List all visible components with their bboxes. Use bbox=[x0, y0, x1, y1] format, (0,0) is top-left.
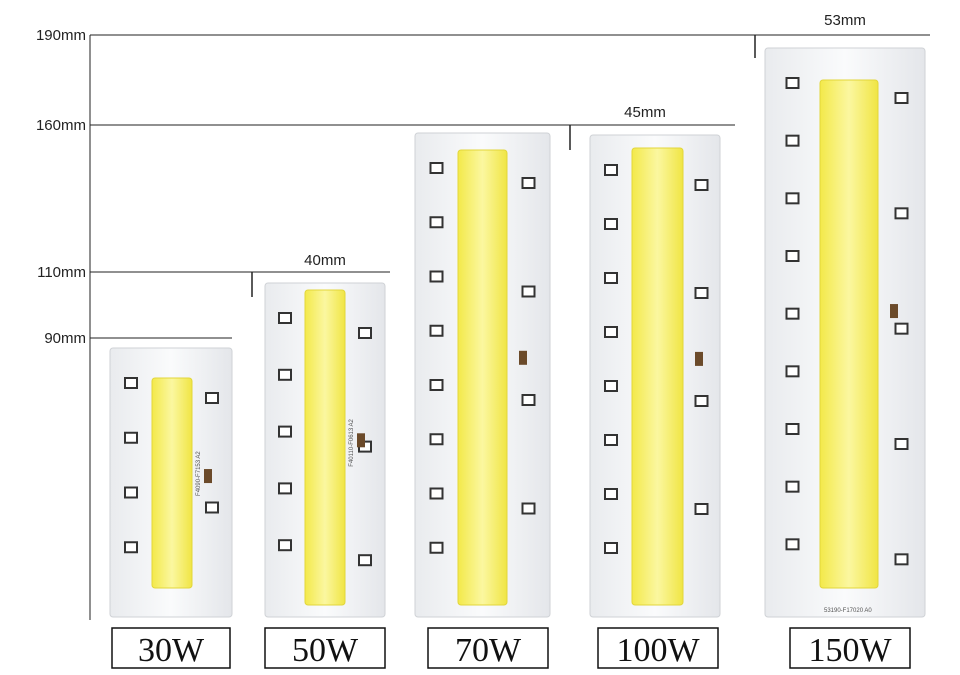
pad bbox=[694, 287, 709, 299]
pad bbox=[785, 134, 800, 147]
cob-strip bbox=[151, 377, 193, 589]
height-label: 90mm bbox=[44, 330, 86, 347]
width-label: 40mm bbox=[304, 252, 346, 269]
pad bbox=[785, 423, 800, 435]
board-code: F40110-F0613 A2 bbox=[349, 418, 355, 466]
power-box bbox=[427, 627, 549, 669]
power-box bbox=[789, 627, 911, 669]
pad bbox=[604, 272, 618, 284]
cob-strip bbox=[304, 289, 346, 606]
resistor bbox=[695, 351, 703, 366]
pad bbox=[429, 270, 444, 283]
height-label: 160mm bbox=[36, 117, 86, 134]
power-box bbox=[264, 627, 386, 669]
pad bbox=[785, 307, 800, 320]
pad bbox=[429, 162, 444, 174]
cob-strip bbox=[631, 147, 684, 606]
pad bbox=[894, 438, 909, 450]
pad bbox=[429, 216, 444, 229]
resistor bbox=[357, 433, 365, 448]
pad bbox=[604, 326, 618, 338]
cob-strip bbox=[457, 149, 508, 606]
pad bbox=[604, 434, 618, 446]
pad bbox=[521, 394, 536, 406]
pad bbox=[429, 379, 444, 391]
power-label: 70W bbox=[455, 632, 522, 669]
pad bbox=[604, 542, 618, 554]
led-board: F40110-F0613 A2 bbox=[264, 282, 386, 618]
pad bbox=[429, 324, 444, 337]
pad bbox=[205, 392, 219, 404]
pad bbox=[429, 541, 444, 554]
pad bbox=[521, 285, 536, 298]
pad bbox=[124, 486, 138, 499]
pad bbox=[894, 92, 909, 104]
led-board: 53190-F17020 A0 bbox=[764, 47, 926, 618]
width-label: 53mm bbox=[824, 12, 866, 29]
pad bbox=[358, 554, 372, 567]
pad bbox=[604, 488, 618, 500]
pad bbox=[604, 164, 618, 176]
board-code: 53190-F17020 A0 bbox=[824, 608, 872, 614]
power-label: 100W bbox=[616, 632, 700, 669]
pad bbox=[124, 431, 138, 444]
resistor bbox=[890, 304, 898, 319]
pad bbox=[429, 487, 444, 500]
resistor bbox=[519, 350, 527, 365]
led-board bbox=[414, 132, 551, 618]
pad bbox=[694, 503, 709, 515]
pad bbox=[278, 368, 292, 381]
pad bbox=[278, 425, 292, 438]
power-label: 150W bbox=[808, 632, 892, 669]
power-label: 30W bbox=[138, 632, 205, 669]
resistor bbox=[204, 469, 212, 484]
pad bbox=[604, 218, 618, 230]
pad bbox=[694, 395, 709, 407]
cob-strip bbox=[819, 79, 879, 589]
pad bbox=[694, 179, 709, 191]
pad bbox=[205, 501, 219, 514]
board-code: F4090-F7153 A2 bbox=[196, 451, 202, 496]
pad bbox=[894, 207, 909, 220]
pad bbox=[278, 539, 292, 552]
pad bbox=[278, 482, 292, 495]
power-label: 50W bbox=[292, 632, 359, 669]
pad bbox=[785, 365, 800, 378]
pad bbox=[785, 538, 800, 551]
pad bbox=[785, 480, 800, 493]
led-board bbox=[589, 134, 721, 618]
pad bbox=[429, 433, 444, 446]
pad bbox=[521, 502, 536, 515]
pad bbox=[785, 192, 800, 205]
power-box bbox=[111, 627, 231, 669]
pad bbox=[521, 177, 536, 189]
pad bbox=[604, 380, 618, 392]
led-board: F4090-F7153 A2 bbox=[109, 347, 233, 618]
height-label: 110mm bbox=[37, 264, 86, 281]
pad bbox=[278, 312, 292, 324]
width-label: 45mm bbox=[624, 104, 666, 121]
power-box bbox=[597, 627, 719, 669]
pad bbox=[358, 327, 372, 339]
pad bbox=[785, 77, 800, 89]
pad bbox=[124, 377, 138, 389]
pad bbox=[894, 553, 909, 566]
height-label: 190mm bbox=[36, 27, 86, 44]
pad bbox=[785, 250, 800, 262]
pad bbox=[894, 322, 909, 335]
pad bbox=[124, 541, 138, 554]
